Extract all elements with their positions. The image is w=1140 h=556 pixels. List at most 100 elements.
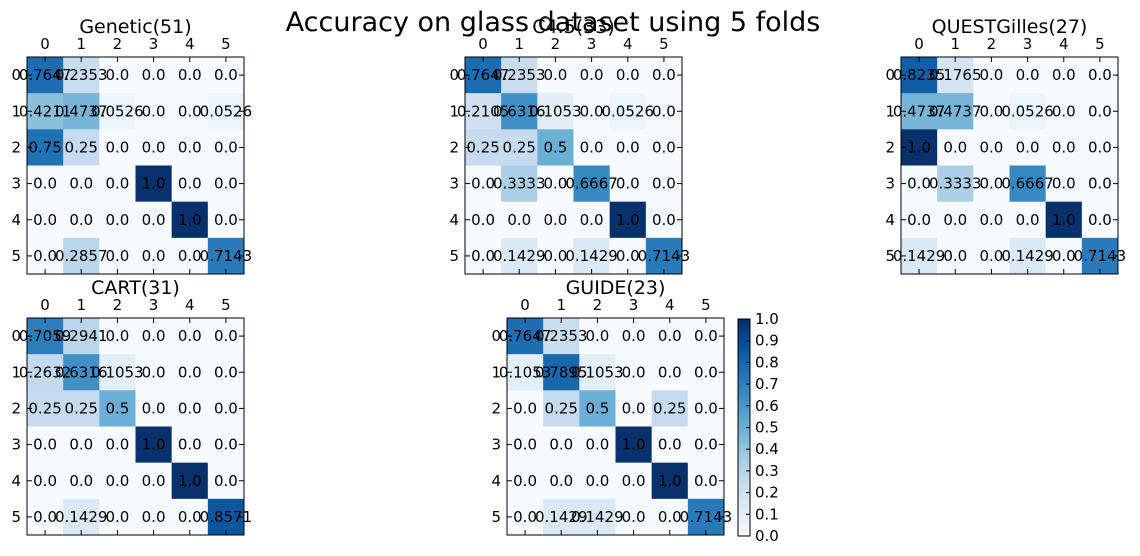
cell-value-label: 0.0 <box>585 436 609 454</box>
heatmap-cell <box>937 201 974 239</box>
heatmap-cell <box>507 354 544 391</box>
colorbar: 0.0 0.1 0.2 0.3 0.4 0.5 0.6 0.7 0.8 0.9 1.0 <box>737 310 779 545</box>
heatmap-cell <box>171 165 209 203</box>
heatmap-cell <box>99 354 136 391</box>
cell-value-label: 0.0 <box>214 66 238 84</box>
cell-value-label: 0.0 <box>1088 102 1112 120</box>
cell-value-label: 0.0 <box>214 399 238 417</box>
cell-value-label: 0.0 <box>622 327 646 345</box>
heatmap-cell <box>1009 93 1047 130</box>
cell-value-label: 0.0526 <box>200 102 253 120</box>
cell-value-label: 0.0 <box>1088 211 1112 229</box>
colorbar-tick-label: 0.4 <box>755 440 779 458</box>
cell-value-label: 0.0 <box>658 327 682 345</box>
cell-value-label: 0.4737 <box>893 102 946 120</box>
heatmap-cell <box>207 318 245 355</box>
heatmap-cell <box>615 390 653 427</box>
heatmap-cell <box>27 93 64 130</box>
heatmap-cell <box>645 201 683 239</box>
y-tick-label: 1 <box>885 102 895 120</box>
heatmap-cell <box>537 93 574 130</box>
heatmap-cell <box>63 57 100 94</box>
y-tick-label: 4 <box>449 211 459 229</box>
cell-value-label: 0.0 <box>585 472 609 490</box>
cell-value-label: 0.0 <box>214 138 238 156</box>
cell-value-label: 0.0 <box>178 363 202 381</box>
heatmap-cell <box>135 390 173 427</box>
heatmap-cell <box>27 201 64 239</box>
heatmap-cell <box>609 57 647 94</box>
heatmap-cell <box>135 93 173 130</box>
heatmap-cell <box>63 129 100 166</box>
cell-value-label: 0.1053 <box>499 363 552 381</box>
heatmap-cell <box>1045 237 1083 275</box>
cell-value-label: 0.0 <box>105 211 129 229</box>
heatmap-cell <box>609 201 647 239</box>
heatmap-cell <box>543 462 580 500</box>
cell-value-label: 0.1429 <box>571 508 624 526</box>
cell-value-label: 0.7059 <box>19 327 72 345</box>
heatmap-cell <box>579 462 616 500</box>
heatmap-cell <box>609 165 647 203</box>
cell-value-label: 0.0 <box>33 211 57 229</box>
cell-value-label: 0.7647 <box>457 66 510 84</box>
heatmap-cell <box>207 57 245 94</box>
cell-value-label: 0.0 <box>105 247 129 265</box>
cell-value-label: 0.0 <box>585 327 609 345</box>
heatmap-cell <box>687 462 725 500</box>
heatmap-cell <box>171 498 209 536</box>
y-tick-label: 3 <box>885 175 895 193</box>
y-tick-label: 1 <box>449 102 459 120</box>
cell-value-label: 0.0 <box>694 363 718 381</box>
heatmap-cell <box>135 129 173 166</box>
y-tick-label: 4 <box>11 211 21 229</box>
heatmap-cell <box>543 318 580 355</box>
cell-value-label: 0.0 <box>142 399 166 417</box>
cell-value-label: 0.2105 <box>457 102 510 120</box>
cell-value-label: 0.0 <box>1088 175 1112 193</box>
x-tick-label: 0 <box>478 35 488 53</box>
x-tick-label: 1 <box>950 35 960 53</box>
heatmap-cell <box>579 318 616 355</box>
y-tick-label: 4 <box>885 211 895 229</box>
heatmap-cell <box>207 201 245 239</box>
cell-value-label: 0.0 <box>142 508 166 526</box>
heatmap-cell <box>27 129 64 166</box>
cell-value-label: 0.25 <box>466 138 499 156</box>
cell-value-label: 0.0 <box>471 211 495 229</box>
cell-value-label: 0.0 <box>33 175 57 193</box>
heatmap-cell <box>135 165 173 203</box>
heatmap-cell <box>99 462 136 500</box>
y-tick-label: 2 <box>885 138 895 156</box>
heatmap-cell <box>651 390 689 427</box>
heatmap-cell <box>973 57 1010 94</box>
heatmap-cell <box>687 390 725 427</box>
heatmap-cell <box>609 129 647 166</box>
heatmap-cell <box>537 165 574 203</box>
x-tick-label: 4 <box>665 296 675 314</box>
cell-value-label: 0.2353 <box>493 66 546 84</box>
heatmap-cell <box>507 426 544 464</box>
y-tick-label: 0 <box>491 327 501 345</box>
y-tick-label: 3 <box>11 436 21 454</box>
cell-value-label: 0.25 <box>545 399 578 417</box>
cell-value-label: 0.0 <box>178 138 202 156</box>
cell-value-label: 0.0 <box>178 66 202 84</box>
heatmap-cell <box>207 354 245 391</box>
heatmap-cell <box>1081 201 1119 239</box>
cell-value-label: 0.0 <box>979 66 1003 84</box>
heatmap-cell <box>615 498 653 536</box>
y-tick-label: 0 <box>449 66 459 84</box>
cell-value-label: 0.0 <box>513 472 537 490</box>
cell-value-label: 0.7647 <box>19 66 72 84</box>
cell-value-label: 0.25 <box>65 399 98 417</box>
y-tick-label: 5 <box>491 508 501 526</box>
cell-value-label: 0.0 <box>69 175 93 193</box>
cell-value-label: 0.5 <box>585 399 609 417</box>
cell-value-label: 0.0 <box>178 175 202 193</box>
heatmap-cell <box>63 237 100 275</box>
cell-value-label: 0.0 <box>652 138 676 156</box>
cell-value-label: 0.1429 <box>565 247 618 265</box>
